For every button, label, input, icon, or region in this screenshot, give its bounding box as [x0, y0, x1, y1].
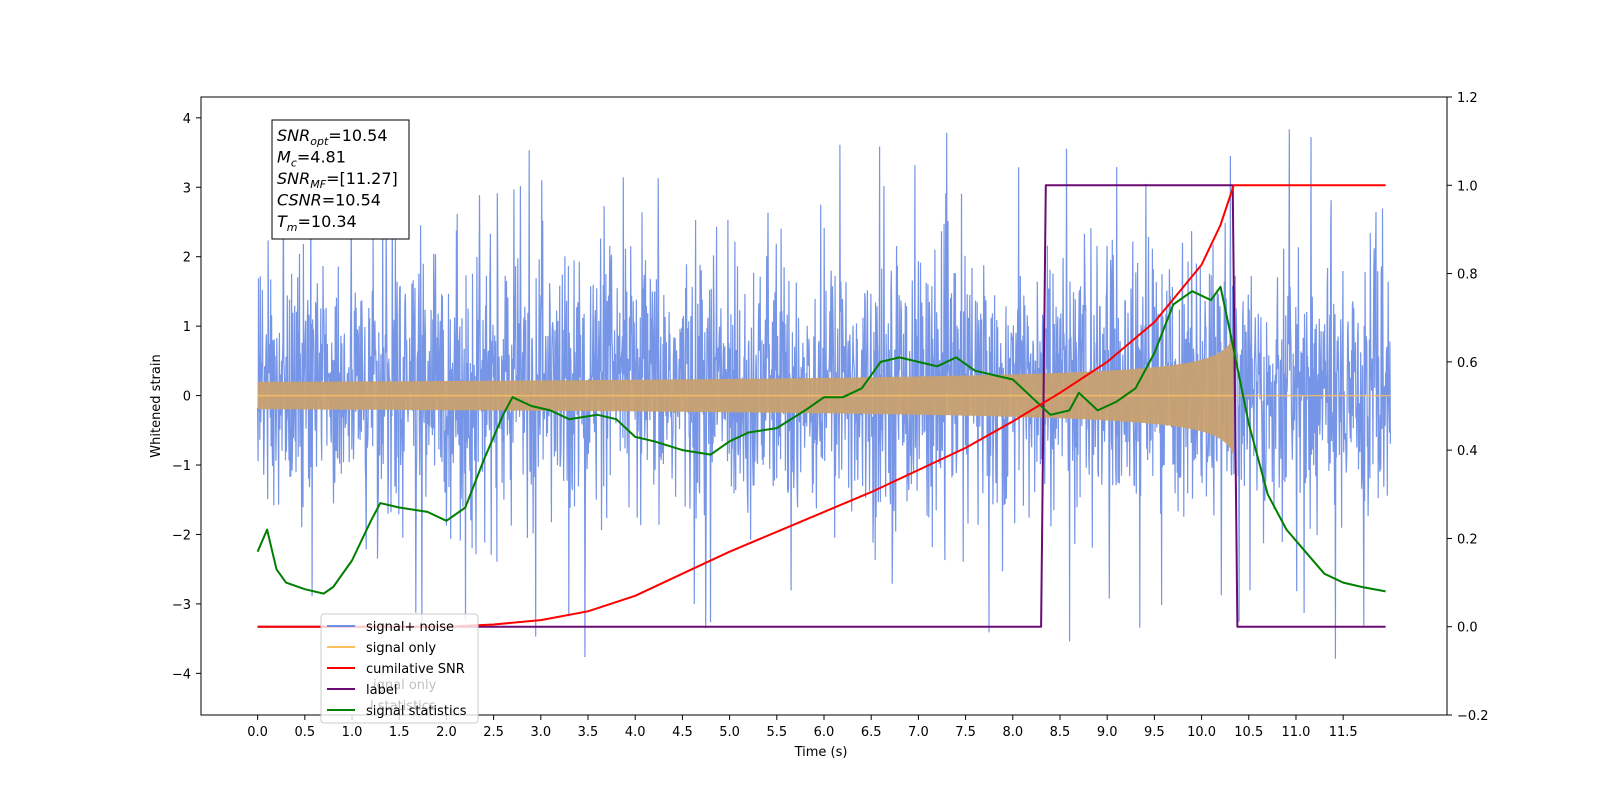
y2-tick-label: −0.2	[1457, 709, 1489, 724]
x-tick-label: 10.5	[1234, 725, 1263, 740]
legend-entry-label: signal statistics	[366, 704, 467, 719]
x-tick-label: 3.5	[578, 725, 599, 740]
y-axis-left: 4 3 2 1 0 −1 −2 −3 −4	[172, 112, 201, 682]
annotation-line: CSNR=10.54	[277, 191, 381, 210]
annotation-frame	[271, 119, 410, 240]
y2-tick-label: 0.8	[1457, 268, 1478, 283]
legend-entry-label: label	[366, 683, 397, 698]
legend-ghost-label: l statistics	[370, 699, 436, 714]
y-tick-label: −1	[172, 459, 191, 474]
y2-tick-label: 0.0	[1457, 621, 1478, 636]
legend-entry-label: signal only	[366, 641, 436, 656]
x-tick-label: 8.0	[1002, 725, 1023, 740]
x-tick-label: 0.0	[247, 725, 268, 740]
legend-entry-label: signal+ noise	[366, 620, 454, 635]
y2-tick-label: 1.0	[1457, 179, 1478, 194]
x-tick-label: 9.5	[1144, 725, 1165, 740]
x-tick-label: 11.5	[1329, 725, 1358, 740]
x-tick-label: 11.0	[1281, 725, 1310, 740]
x-tick-label: 1.0	[342, 725, 363, 740]
data-layer	[256, 129, 1391, 659]
x-axis: 0.0 0.5 1.0 1.5 2.0 2.5 3.0 3.5 4.0 4.5 5.0 5.5 6.0 6…	[247, 715, 1358, 740]
x-tick-label: 10.0	[1187, 725, 1216, 740]
annotation-line: SNRopt=10.54	[277, 126, 388, 148]
legend: signal+ noise signal only cumilative SNR la…	[320, 613, 479, 724]
y-tick-label: 4	[183, 112, 191, 127]
y-tick-label: 0	[183, 390, 191, 405]
y-tick-label: −4	[172, 667, 191, 682]
x-tick-label: 7.5	[955, 725, 976, 740]
x-tick-label: 6.5	[861, 725, 882, 740]
x-tick-label: 0.5	[294, 725, 315, 740]
x-tick-label: 5.0	[719, 725, 740, 740]
x-tick-label: 1.5	[389, 725, 410, 740]
y2-tick-label: 0.2	[1457, 532, 1478, 547]
legend-ghost-label: ignal only	[373, 678, 437, 693]
y-tick-label: −3	[172, 598, 191, 613]
y-tick-label: 3	[183, 181, 191, 196]
y-axis-right: 1.2 1.0 0.8 0.6 0.4 0.2 0.0 −0.2	[1447, 91, 1489, 724]
y-axis-label: Whitened strain	[149, 354, 164, 457]
legend-frame	[320, 613, 479, 724]
series-label	[257, 184, 1386, 628]
x-tick-label: 4.0	[625, 725, 646, 740]
legend-entry-label: cumilative SNR	[366, 662, 465, 677]
y-tick-label: 1	[183, 320, 191, 335]
annotation-line: Mc=4.81	[277, 148, 346, 170]
x-tick-label: 5.5	[766, 725, 787, 740]
y2-tick-label: 0.6	[1457, 356, 1478, 371]
x-tick-label: 6.0	[814, 725, 835, 740]
x-tick-label: 2.0	[436, 725, 457, 740]
series-signal-statistics	[256, 285, 1386, 595]
annotation-line: SNRMF=[11.27]	[277, 169, 398, 191]
y-tick-label: 2	[183, 251, 191, 266]
x-tick-label: 7.0	[908, 725, 929, 740]
series-cumulative-snr	[257, 184, 1386, 628]
x-tick-label: 4.5	[672, 725, 693, 740]
annotation-box: SNRopt=10.54Mc=4.81SNRMF=[11.27]CSNR=10.…	[271, 119, 410, 240]
x-tick-label: 9.0	[1097, 725, 1118, 740]
x-axis-label: Time (s)	[794, 745, 848, 760]
x-tick-label: 3.0	[530, 725, 551, 740]
x-tick-label: 8.5	[1050, 725, 1071, 740]
annotation-line: Tm=10.34	[277, 212, 357, 234]
y-tick-label: −2	[172, 528, 191, 543]
y2-tick-label: 0.4	[1457, 444, 1478, 459]
x-tick-label: 2.5	[483, 725, 504, 740]
series-signal-noise	[257, 129, 1391, 659]
y2-tick-label: 1.2	[1457, 91, 1478, 106]
